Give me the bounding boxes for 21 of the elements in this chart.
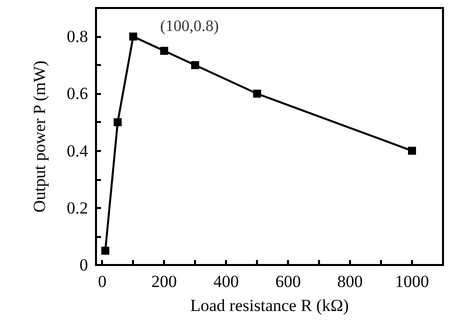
- x-tick-label: 400: [213, 272, 239, 291]
- y-tick-label: 0.2: [66, 198, 88, 218]
- x-tick-label: 600: [275, 272, 301, 291]
- x-tick-label: 1000: [395, 272, 430, 291]
- point: [160, 46, 168, 55]
- x-tick-label: 800: [337, 272, 363, 291]
- x-tick-label: 0: [98, 272, 106, 291]
- y-tick-label: 0.8: [66, 27, 88, 46]
- annotation: (100,0.8): [160, 18, 219, 36]
- point: [191, 61, 200, 70]
- point: [253, 90, 262, 98]
- point: [101, 246, 110, 255]
- y-tick-label: 0.4: [66, 141, 88, 160]
- point: [129, 32, 138, 41]
- point: [408, 146, 416, 155]
- y-tick-label: 0.6: [66, 84, 88, 104]
- y-axis-title: Output power P (mW): [30, 60, 49, 212]
- text: 0: [80, 256, 88, 274]
- point: [114, 118, 122, 126]
- x-tick-label: 200: [151, 272, 177, 291]
- x-axis-title: Load resistance R (kΩ): [190, 296, 349, 315]
